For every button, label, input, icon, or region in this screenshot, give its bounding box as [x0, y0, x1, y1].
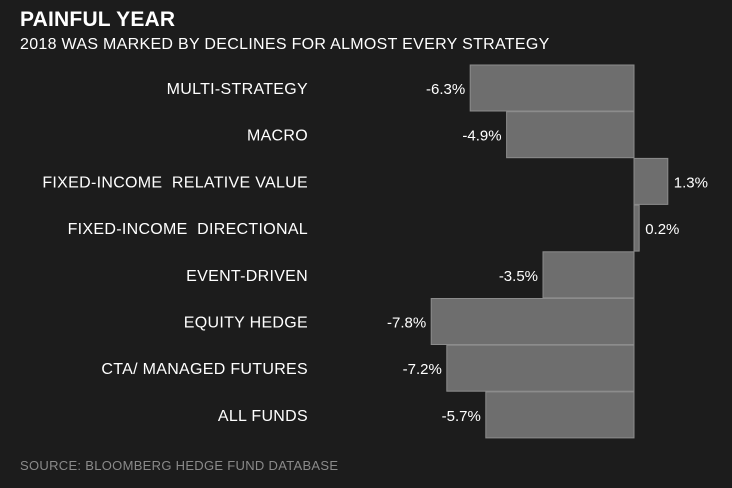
category-label: ALL FUNDS: [218, 408, 308, 425]
value-label: 0.2%: [645, 221, 679, 238]
category-label: EVENT-DRIVEN: [186, 268, 308, 285]
page-subtitle: 2018 WAS MARKED BY DECLINES FOR ALMOST E…: [20, 36, 550, 53]
bar: [633, 204, 640, 252]
source-note: SOURCE: BLOOMBERG HEDGE FUND DATABASE: [20, 458, 339, 473]
page-title: PAINFUL YEAR: [20, 8, 176, 31]
category-label: MULTI-STRATEGY: [167, 81, 308, 98]
bar: [506, 111, 635, 159]
category-label: MACRO: [247, 128, 308, 145]
value-label: -7.2%: [403, 361, 442, 378]
bar: [542, 251, 635, 299]
category-label: EQUITY HEDGE: [184, 315, 308, 332]
category-label: CTA/ MANAGED FUTURES: [101, 361, 308, 378]
bar: [485, 391, 635, 439]
bar: [446, 344, 635, 392]
bar: [633, 157, 669, 205]
value-label: 1.3%: [674, 174, 708, 191]
value-label: -7.8%: [387, 315, 426, 332]
value-label: -4.9%: [462, 128, 501, 145]
value-label: -6.3%: [426, 81, 465, 98]
bar: [430, 298, 635, 345]
bar-chart: MULTI-STRATEGY -6.3% MACRO -4.9% FIXED-INCOM…: [42, 64, 708, 439]
category-label: FIXED-INCOME RELATIVE VALUE: [42, 174, 308, 191]
value-label: -5.7%: [442, 408, 481, 425]
value-label: -3.5%: [499, 268, 538, 285]
bar: [469, 64, 635, 112]
category-label: FIXED-INCOME DIRECTIONAL: [68, 221, 308, 238]
